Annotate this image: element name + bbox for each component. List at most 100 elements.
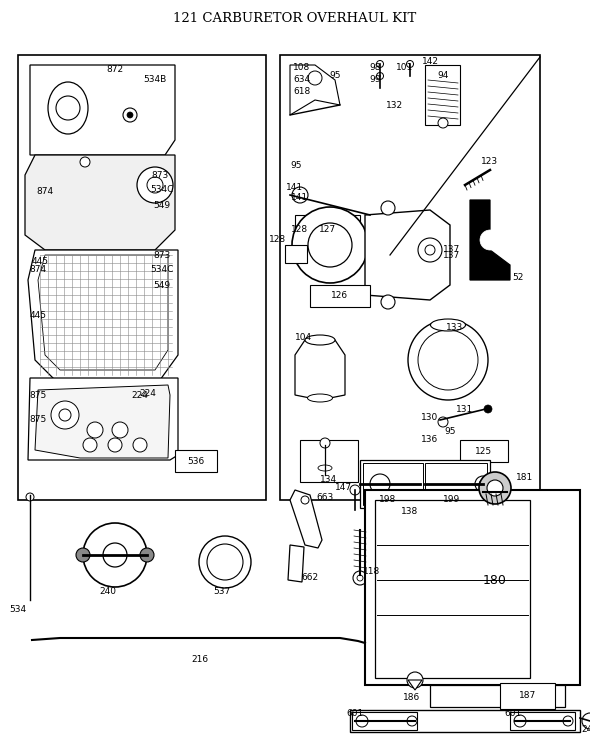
Circle shape <box>133 438 147 452</box>
Text: 125: 125 <box>476 447 493 455</box>
Text: 141: 141 <box>291 193 309 203</box>
Bar <box>295 215 360 243</box>
Circle shape <box>407 716 417 726</box>
Bar <box>365 490 580 685</box>
Bar <box>360 460 490 508</box>
Bar <box>285 245 307 263</box>
Circle shape <box>83 523 147 587</box>
Text: 126: 126 <box>332 291 349 300</box>
Text: 662: 662 <box>301 574 319 583</box>
Text: 663: 663 <box>316 493 333 502</box>
Text: 618: 618 <box>293 88 310 97</box>
Circle shape <box>425 245 435 255</box>
Text: 131: 131 <box>457 406 474 415</box>
Text: 601: 601 <box>504 709 522 718</box>
Text: 601: 601 <box>346 709 363 718</box>
Circle shape <box>140 548 154 562</box>
Bar <box>500 683 555 709</box>
Circle shape <box>563 716 573 726</box>
Ellipse shape <box>431 319 466 331</box>
Text: 118: 118 <box>363 568 381 577</box>
Text: 108: 108 <box>293 63 310 73</box>
Text: 130: 130 <box>421 414 438 423</box>
Circle shape <box>381 295 395 309</box>
Circle shape <box>370 474 390 494</box>
Circle shape <box>350 485 360 495</box>
Circle shape <box>418 330 478 390</box>
Circle shape <box>407 60 414 68</box>
Circle shape <box>407 672 423 688</box>
Polygon shape <box>35 385 170 458</box>
Text: 240: 240 <box>100 588 116 597</box>
Circle shape <box>112 422 128 438</box>
Circle shape <box>108 438 122 452</box>
Circle shape <box>51 401 79 429</box>
Circle shape <box>26 493 34 501</box>
Text: 445: 445 <box>31 258 48 267</box>
Circle shape <box>308 223 352 267</box>
Text: 99: 99 <box>369 76 381 85</box>
Text: 872: 872 <box>106 65 123 74</box>
Text: 634: 634 <box>293 76 310 85</box>
Circle shape <box>388 503 402 517</box>
Text: 104: 104 <box>295 334 312 343</box>
Text: 136: 136 <box>421 435 438 444</box>
Circle shape <box>353 571 367 585</box>
Text: 134: 134 <box>320 476 337 484</box>
Circle shape <box>438 417 448 427</box>
Polygon shape <box>30 65 175 155</box>
Text: 141: 141 <box>286 184 304 192</box>
Circle shape <box>199 536 251 588</box>
Circle shape <box>438 118 448 128</box>
Circle shape <box>487 480 503 496</box>
Bar <box>363 463 423 505</box>
Bar <box>425 65 460 125</box>
Text: 445: 445 <box>30 311 47 319</box>
Polygon shape <box>290 490 322 548</box>
Circle shape <box>301 496 309 504</box>
Text: 98: 98 <box>369 63 381 73</box>
Text: 199: 199 <box>443 496 461 504</box>
Text: 52: 52 <box>512 273 524 282</box>
Ellipse shape <box>318 465 332 471</box>
Polygon shape <box>28 378 178 460</box>
Text: 123: 123 <box>481 158 499 166</box>
Text: 181: 181 <box>516 473 533 482</box>
Circle shape <box>83 438 97 452</box>
Circle shape <box>357 575 363 581</box>
Bar <box>375 500 530 678</box>
Circle shape <box>376 73 384 80</box>
Bar <box>350 710 580 732</box>
Text: 132: 132 <box>386 100 404 109</box>
Text: 137: 137 <box>443 245 461 255</box>
Polygon shape <box>408 680 422 690</box>
Bar <box>425 463 487 505</box>
Circle shape <box>480 230 500 250</box>
Polygon shape <box>470 200 510 280</box>
Text: 536: 536 <box>188 456 205 466</box>
Circle shape <box>582 713 590 729</box>
Text: 128: 128 <box>291 225 309 235</box>
Text: 128: 128 <box>270 236 287 244</box>
Text: 142: 142 <box>421 57 438 67</box>
Bar <box>510 712 575 730</box>
Text: 95: 95 <box>290 160 301 169</box>
Bar <box>280 55 540 500</box>
Text: 216: 216 <box>191 655 208 664</box>
Text: 127: 127 <box>319 224 336 233</box>
Bar <box>18 55 266 500</box>
Text: 537: 537 <box>214 588 231 597</box>
Text: 187: 187 <box>519 692 536 701</box>
Bar <box>430 685 565 707</box>
Circle shape <box>475 476 491 492</box>
Circle shape <box>514 715 526 727</box>
Text: 94: 94 <box>437 71 448 80</box>
Circle shape <box>56 96 80 120</box>
Circle shape <box>207 544 243 580</box>
Circle shape <box>418 238 442 262</box>
Circle shape <box>137 167 173 203</box>
Text: 549: 549 <box>153 201 171 210</box>
Circle shape <box>381 201 395 215</box>
Circle shape <box>103 543 127 567</box>
Circle shape <box>292 207 368 283</box>
